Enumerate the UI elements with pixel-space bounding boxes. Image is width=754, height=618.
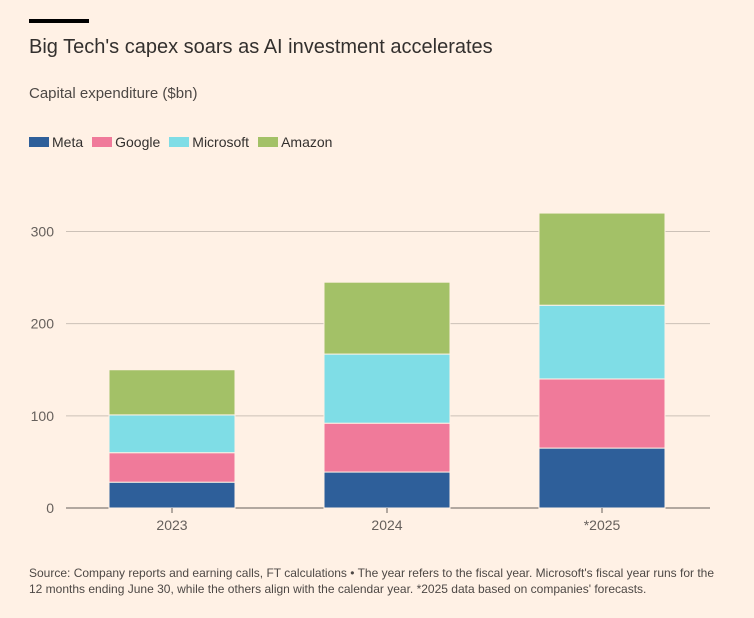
bar-meta-0: [108, 481, 236, 509]
chart-subtitle: Capital expenditure ($bn): [29, 85, 198, 102]
legend-item-google: Google: [92, 134, 160, 150]
legend-label-google: Google: [115, 134, 161, 150]
legend-swatch-google: [92, 137, 113, 147]
bar-meta-2: [538, 447, 666, 509]
legend-item-amazon: Amazon: [258, 134, 332, 150]
bar-google-2: [538, 378, 666, 449]
legend-label-meta: Meta: [52, 134, 84, 150]
legend-swatch-microsoft: [169, 137, 190, 147]
top-rule: [29, 19, 89, 23]
legend-swatch-meta: [29, 137, 49, 147]
chart-title: Big Tech's capex soars as AI investment …: [29, 36, 493, 58]
bar-amazon-1: [323, 281, 451, 355]
legend-swatch-amazon: [258, 137, 279, 147]
x-tick-label-2: *2025: [584, 517, 621, 533]
y-tick-label-0: 0: [46, 500, 54, 516]
bar-google-1: [323, 422, 451, 473]
bar-microsoft-2: [538, 304, 666, 380]
x-tick-label-1: 2024: [371, 517, 402, 533]
bar-microsoft-1: [323, 353, 451, 424]
legend: Meta Google Microsoft Amazon: [29, 134, 341, 150]
legend-item-microsoft: Microsoft: [169, 134, 249, 150]
x-tick-label-0: 2023: [156, 517, 187, 533]
bar-meta-1: [323, 471, 451, 509]
stacked-bar-chart: 0 100 200 300 2023 2024 *2025: [31, 212, 710, 533]
legend-label-microsoft: Microsoft: [192, 134, 250, 150]
bar-google-0: [108, 452, 236, 483]
y-tick-label-200: 200: [31, 316, 55, 332]
bar-microsoft-0: [108, 414, 236, 454]
y-tick-label-300: 300: [31, 223, 55, 239]
legend-item-meta: Meta: [29, 134, 83, 150]
source-note: Source: Company reports and earning call…: [29, 566, 715, 596]
bar-amazon-0: [108, 369, 236, 416]
legend-label-amazon: Amazon: [281, 134, 333, 150]
bar-amazon-2: [538, 212, 666, 306]
y-tick-label-100: 100: [31, 408, 55, 424]
